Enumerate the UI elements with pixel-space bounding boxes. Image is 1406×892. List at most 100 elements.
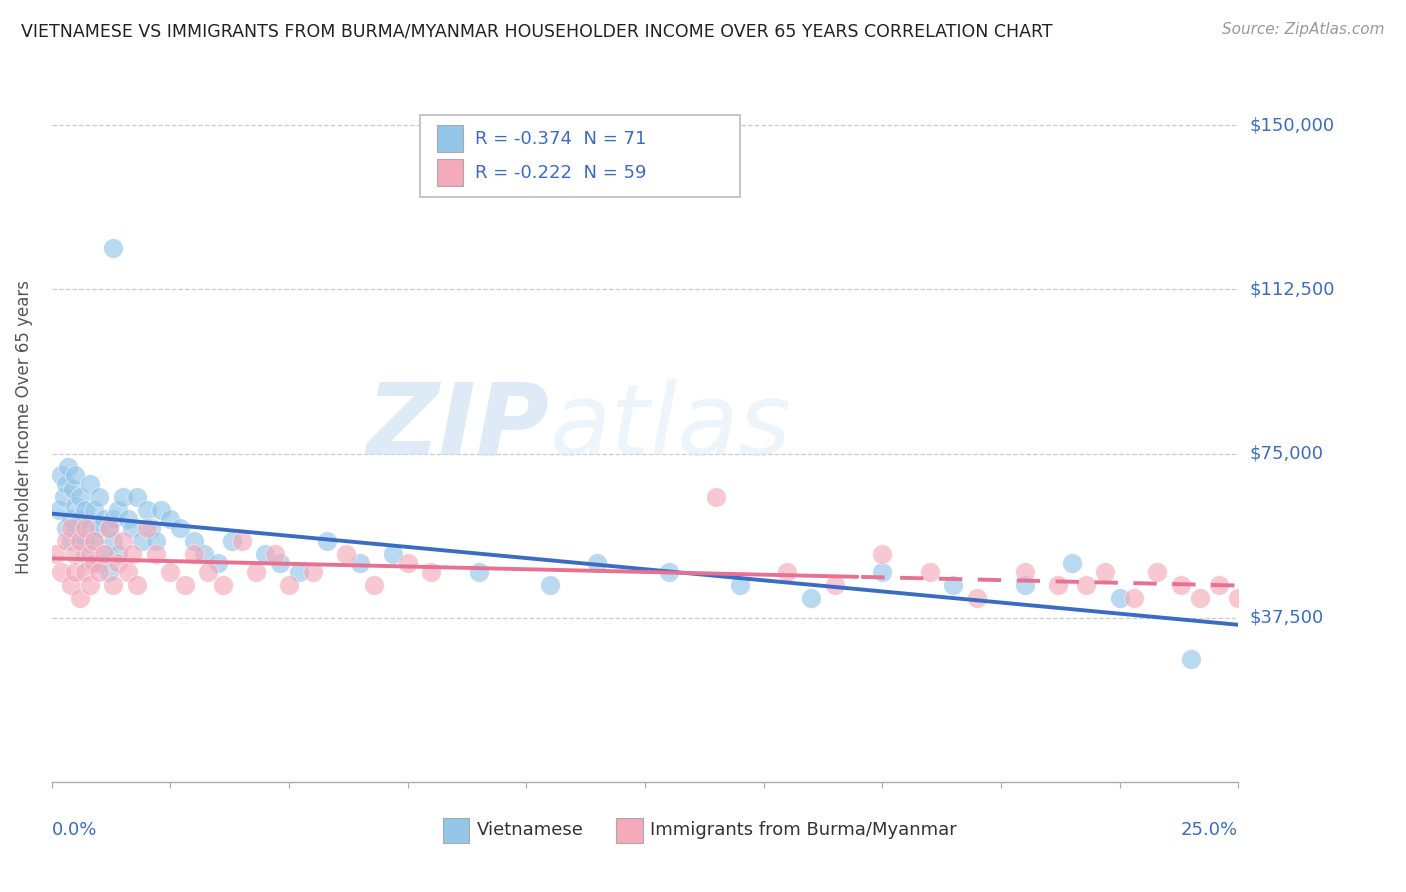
Point: [1108, 591, 1130, 605]
Point: [73, 565, 96, 579]
Point: [52, 490, 75, 504]
Point: [468, 565, 491, 579]
FancyBboxPatch shape: [419, 115, 740, 197]
Point: [73, 547, 96, 561]
FancyBboxPatch shape: [437, 160, 464, 186]
Point: [59, 512, 82, 526]
Point: [1227, 591, 1250, 605]
Point: [117, 512, 139, 526]
Point: [121, 521, 143, 535]
Point: [1060, 556, 1083, 570]
Point: [83, 556, 105, 570]
Point: [145, 533, 167, 548]
Text: Source: ZipAtlas.com: Source: ZipAtlas.com: [1222, 22, 1385, 37]
Text: $112,500: $112,500: [1250, 280, 1334, 299]
Point: [800, 591, 823, 605]
Point: [966, 591, 988, 605]
Point: [79, 556, 101, 570]
Point: [69, 533, 91, 548]
Point: [62, 482, 84, 496]
Point: [1014, 578, 1036, 592]
Point: [1250, 591, 1272, 605]
Point: [127, 578, 149, 592]
Point: [73, 503, 96, 517]
Point: [173, 578, 195, 592]
Point: [1170, 578, 1192, 592]
Point: [824, 578, 846, 592]
Point: [97, 521, 120, 535]
Point: [1146, 565, 1168, 579]
Text: Immigrants from Burma/Myanmar: Immigrants from Burma/Myanmar: [650, 822, 956, 839]
Point: [117, 565, 139, 579]
Point: [107, 556, 129, 570]
Text: 25.0%: 25.0%: [1181, 821, 1239, 838]
Point: [121, 547, 143, 561]
Point: [65, 521, 87, 535]
Point: [79, 477, 101, 491]
FancyBboxPatch shape: [443, 818, 470, 843]
FancyBboxPatch shape: [616, 818, 643, 843]
Point: [97, 521, 120, 535]
Point: [918, 565, 941, 579]
Point: [51, 468, 73, 483]
Point: [107, 503, 129, 517]
Point: [55, 521, 77, 535]
Point: [55, 533, 77, 548]
Point: [231, 533, 253, 548]
Point: [111, 533, 134, 548]
Point: [169, 521, 191, 535]
Point: [97, 565, 120, 579]
Point: [254, 547, 277, 561]
Point: [1094, 565, 1116, 579]
Point: [59, 578, 82, 592]
Point: [103, 512, 125, 526]
Point: [69, 591, 91, 605]
Point: [382, 547, 405, 561]
Text: $37,500: $37,500: [1250, 608, 1323, 626]
Point: [211, 578, 233, 592]
Point: [1236, 578, 1258, 592]
Point: [79, 578, 101, 592]
Point: [131, 533, 153, 548]
Point: [79, 521, 101, 535]
Point: [89, 521, 111, 535]
Point: [65, 565, 87, 579]
Point: [135, 521, 157, 535]
Point: [316, 533, 339, 548]
Point: [1265, 578, 1288, 592]
Point: [301, 565, 323, 579]
Text: VIETNAMESE VS IMMIGRANTS FROM BURMA/MYANMAR HOUSEHOLDER INCOME OVER 65 YEARS COR: VIETNAMESE VS IMMIGRANTS FROM BURMA/MYAN…: [21, 22, 1053, 40]
Y-axis label: Householder Income Over 65 years: Householder Income Over 65 years: [15, 280, 32, 574]
Point: [103, 533, 125, 548]
Point: [103, 241, 125, 255]
Point: [69, 490, 91, 504]
Text: R = -0.374  N = 71: R = -0.374 N = 71: [475, 130, 647, 148]
Point: [89, 490, 111, 504]
Point: [942, 578, 965, 592]
Point: [1014, 565, 1036, 579]
Point: [149, 503, 172, 517]
Point: [135, 503, 157, 517]
Point: [103, 578, 125, 592]
Text: atlas: atlas: [550, 379, 792, 475]
Point: [1046, 578, 1069, 592]
Point: [1189, 591, 1212, 605]
Point: [278, 578, 301, 592]
Point: [728, 578, 751, 592]
Point: [335, 547, 357, 561]
Point: [141, 521, 163, 535]
Point: [59, 521, 82, 535]
Point: [111, 490, 134, 504]
Point: [197, 565, 219, 579]
Point: [93, 547, 115, 561]
Point: [83, 533, 105, 548]
Point: [363, 578, 385, 592]
Point: [1076, 578, 1098, 592]
Point: [58, 459, 80, 474]
Point: [1180, 652, 1202, 666]
Point: [93, 547, 115, 561]
Point: [221, 533, 243, 548]
Point: [870, 565, 893, 579]
Point: [145, 547, 167, 561]
Point: [69, 512, 91, 526]
